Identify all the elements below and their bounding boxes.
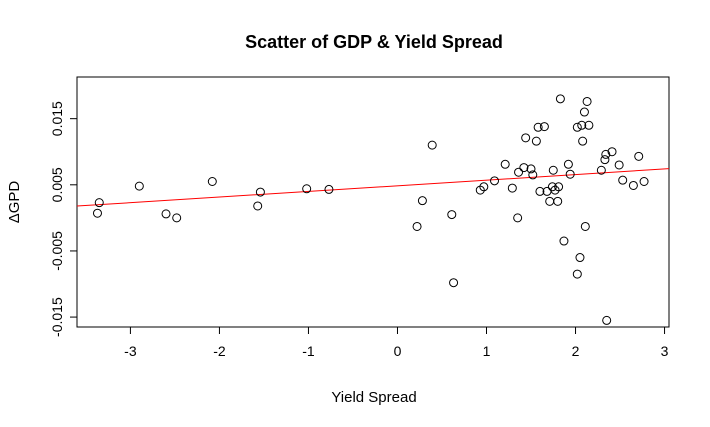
y-tick-label: 0.015 xyxy=(49,101,65,136)
x-axis-label: Yield Spread xyxy=(331,389,416,406)
x-tick-label: -1 xyxy=(302,343,315,359)
data-point xyxy=(507,183,517,193)
y-tick-label: 0.005 xyxy=(49,167,65,202)
data-point xyxy=(490,176,500,186)
plot-frame xyxy=(76,76,670,328)
data-point xyxy=(427,140,437,150)
data-point xyxy=(555,94,565,104)
data-point xyxy=(500,159,510,169)
data-point xyxy=(539,122,549,132)
y-axis: -0.015 -0.005 0.005 0.015 xyxy=(49,101,77,337)
data-point xyxy=(565,169,575,179)
data-point xyxy=(207,176,217,186)
x-tick-label: -2 xyxy=(213,343,226,359)
data-point xyxy=(601,149,611,159)
x-tick-label: 2 xyxy=(572,343,580,359)
data-point xyxy=(302,184,312,194)
data-point xyxy=(172,213,182,223)
data-point xyxy=(577,120,587,130)
data-point xyxy=(559,236,569,246)
plot-area xyxy=(76,94,670,325)
x-tick-label: 3 xyxy=(661,343,669,359)
data-point xyxy=(618,175,628,185)
data-point xyxy=(531,136,541,146)
data-point xyxy=(92,208,102,218)
data-point xyxy=(94,198,104,208)
data-point xyxy=(533,122,543,132)
data-point xyxy=(417,196,427,206)
data-point xyxy=(479,182,489,192)
data-point xyxy=(554,182,564,192)
data-point xyxy=(553,196,563,206)
data-point xyxy=(582,96,592,106)
data-point xyxy=(253,201,263,211)
x-tick-label: 1 xyxy=(483,343,491,359)
y-tick-label: -0.005 xyxy=(49,231,65,271)
data-point xyxy=(447,210,457,220)
data-point xyxy=(526,164,536,174)
data-point xyxy=(639,176,649,186)
data-point xyxy=(528,170,538,180)
data-point xyxy=(596,165,606,175)
data-point xyxy=(519,163,529,173)
data-point xyxy=(547,182,557,192)
data-point xyxy=(578,136,588,146)
data-point xyxy=(614,160,624,170)
data-point xyxy=(600,155,610,165)
data-point xyxy=(324,184,334,194)
data-point xyxy=(607,147,617,157)
data-point xyxy=(521,133,531,143)
data-point xyxy=(449,278,459,288)
chart-title: Scatter of GDP & Yield Spread xyxy=(245,32,503,52)
data-point xyxy=(563,159,573,169)
y-tick-label: -0.015 xyxy=(49,297,65,337)
data-point xyxy=(513,213,523,223)
data-point xyxy=(584,120,594,130)
data-point xyxy=(628,180,638,190)
data-point xyxy=(572,122,582,132)
data-point xyxy=(572,269,582,279)
data-point xyxy=(575,253,585,263)
data-point xyxy=(412,221,422,231)
data-point xyxy=(580,221,590,231)
data-point xyxy=(134,181,144,191)
regression-line xyxy=(76,168,670,207)
data-point xyxy=(545,196,555,206)
data-point xyxy=(161,209,171,219)
data-point xyxy=(634,151,644,161)
x-tick-label: 0 xyxy=(394,343,402,359)
y-axis-label: ΔGPD xyxy=(6,181,23,224)
data-point xyxy=(535,186,545,196)
data-point xyxy=(579,107,589,117)
data-point xyxy=(548,165,558,175)
data-point xyxy=(602,315,612,325)
data-point xyxy=(255,187,265,197)
data-point xyxy=(514,167,524,177)
x-tick-label: -3 xyxy=(124,343,137,359)
x-axis: -3 -2 -1 0 1 2 3 xyxy=(124,327,669,359)
